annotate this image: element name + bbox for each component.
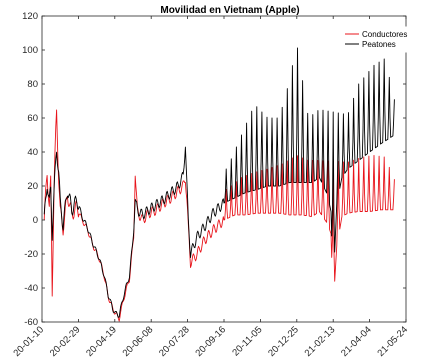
chart-title: Movilidad en Vietnam (Apple) [160,5,299,16]
y-tick-label: -40 [24,283,38,294]
x-tick-label: 20-02-29 [48,324,83,359]
y-tick-label: 0 [33,215,38,226]
x-tick-label: 20-07-28 [157,324,192,359]
series-line-conductores [43,109,395,322]
y-tick-label: 80 [27,79,38,90]
legend-box [341,26,417,53]
x-tick-label: 20-11-05 [230,324,264,358]
x-tick-label: 20-06-08 [121,324,156,359]
legend-label-conductores: Conductores [362,30,407,39]
x-tick-label: 20-04-19 [84,324,119,359]
y-tick-label: 120 [22,11,38,22]
y-tick-label: 20 [27,181,38,192]
axes-box [41,15,407,323]
x-tick-label: 20-01-10 [11,324,46,359]
y-tick-label: 40 [27,147,38,158]
y-tick-label: 60 [27,113,38,124]
legend: Conductores Peatones [341,26,417,53]
legend-label-peatones: Peatones [362,40,396,49]
y-tick-label: -60 [24,317,38,328]
x-tick-label: 21-04-04 [339,324,374,359]
x-tick-label: 21-05-24 [375,324,410,359]
plot-area [43,47,395,322]
axes: -60 -40 -20 0 20 40 60 80 100 120 20-01-10 20-02-29… [11,11,410,359]
series-line-peatones [43,47,395,318]
y-tick-label: -20 [24,249,38,260]
x-tick-label: 20-12-25 [266,324,301,359]
x-tick-label: 21-02-13 [303,324,338,359]
y-tick-label: 100 [22,45,38,56]
x-tick-label: 20-09-16 [193,324,228,359]
